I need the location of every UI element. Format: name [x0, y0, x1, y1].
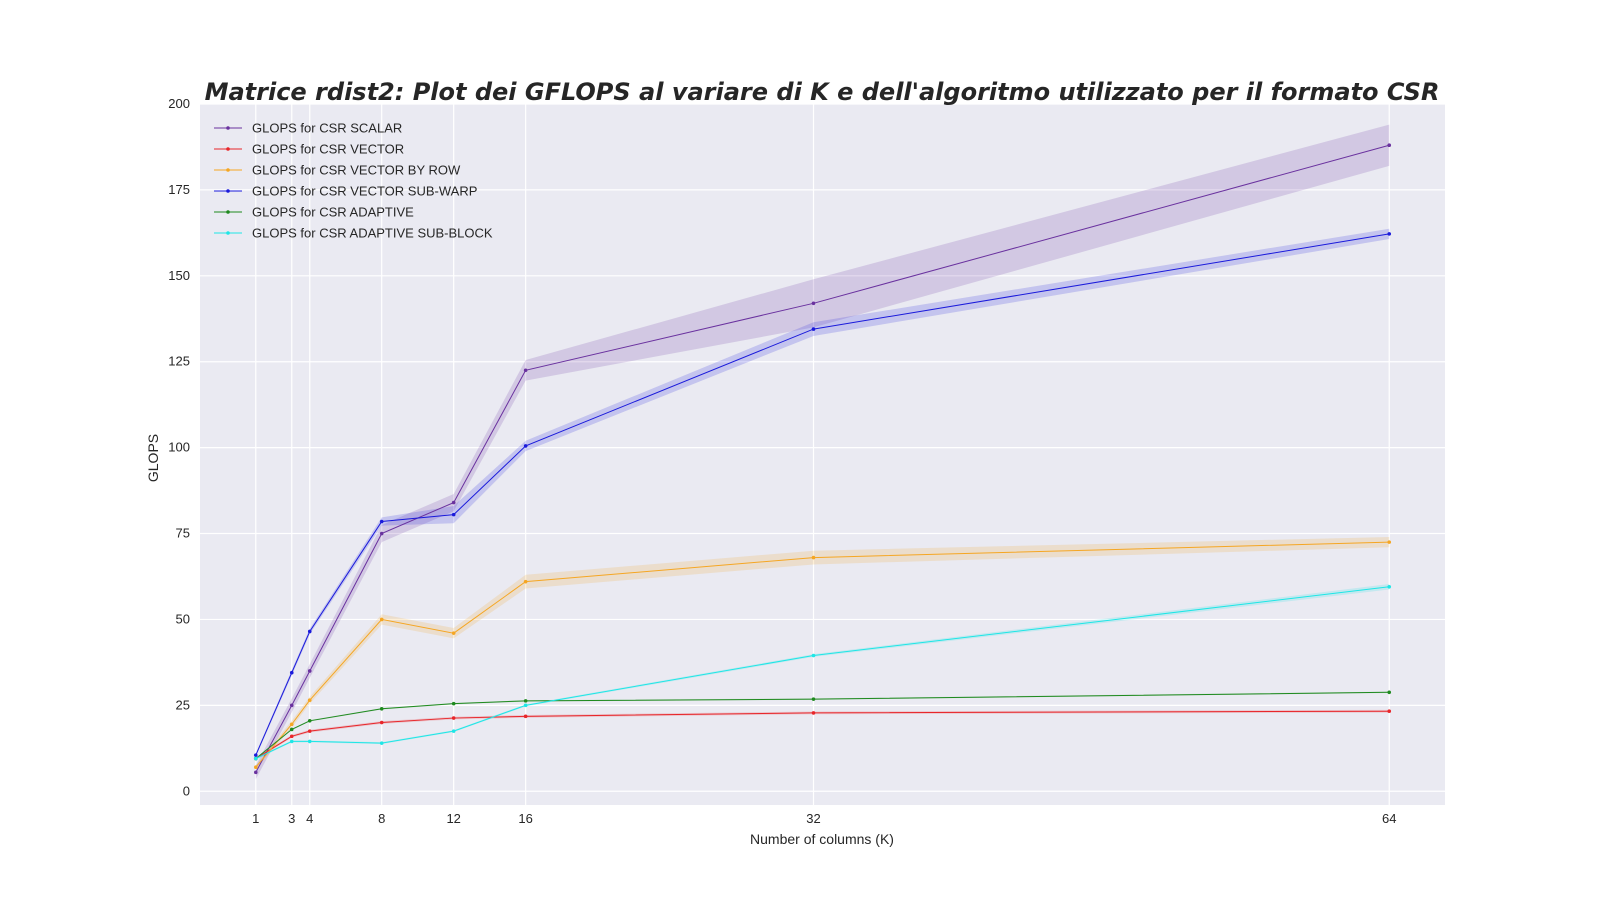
- data-point: [253, 753, 258, 757]
- data-point: [307, 729, 312, 733]
- data-point: [523, 368, 528, 373]
- data-point: [307, 669, 312, 673]
- data-point: [451, 729, 456, 733]
- data-point: [1387, 540, 1392, 544]
- data-point: [523, 699, 528, 703]
- series-band: [255, 584, 1390, 760]
- grid-lines: [200, 103, 1445, 805]
- data-point: [811, 653, 816, 658]
- data-point: [523, 444, 528, 448]
- y-tick-label: 125: [168, 354, 190, 369]
- legend-marker: [226, 189, 230, 193]
- x-tick-label: 12: [446, 811, 460, 826]
- y-tick-labels: 0 25 50 75 100 125 150 175 200: [168, 96, 190, 798]
- data-point: [289, 734, 294, 739]
- y-tick-label: 0: [183, 783, 190, 798]
- legend: GLOPS for CSR SCALAR GLOPS for CSR VECTOR…: [214, 121, 493, 241]
- data-point: [811, 711, 816, 715]
- data-point: [811, 555, 816, 560]
- legend-entry: GLOPS for CSR SCALAR: [252, 121, 402, 136]
- data-point: [379, 720, 384, 725]
- data-point: [289, 722, 294, 727]
- x-axis-label: Number of columns (K): [750, 831, 894, 847]
- series-line: [255, 691, 1390, 759]
- data-point: [1387, 690, 1392, 695]
- legend-entry: GLOPS for CSR VECTOR: [252, 142, 404, 157]
- data-point: [523, 579, 528, 584]
- data-point: [1387, 709, 1392, 713]
- legend-entry: GLOPS for CSR ADAPTIVE SUB-BLOCK: [252, 226, 493, 241]
- legend-marker: [226, 168, 230, 172]
- data-point: [811, 697, 816, 701]
- data-point: [289, 703, 294, 708]
- legend-marker: [226, 147, 230, 151]
- data-point: [451, 631, 456, 635]
- x-tick-label: 16: [518, 811, 532, 826]
- data-point: [811, 301, 816, 306]
- legend-entry: GLOPS for CSR ADAPTIVE: [252, 205, 414, 220]
- data-point: [307, 719, 312, 723]
- chart-title: Matrice rdist2: Plot dei GFLOPS al varia…: [205, 78, 1440, 106]
- confidence-bands: [255, 124, 1390, 780]
- x-tick-label: 1: [252, 811, 259, 826]
- series-line: [255, 586, 1390, 760]
- data-point: [253, 756, 258, 761]
- y-axis-label: GLOPS: [145, 434, 161, 482]
- data-point: [451, 701, 456, 706]
- data-point: [379, 519, 384, 524]
- data-point: [811, 327, 816, 331]
- data-point: [1387, 584, 1392, 589]
- data-point: [307, 698, 312, 702]
- legend-entry: GLOPS for CSR VECTOR SUB-WARP: [252, 184, 477, 199]
- data-point: [289, 739, 294, 744]
- x-tick-label: 8: [378, 811, 385, 826]
- legend-marker: [226, 126, 230, 130]
- data-point: [523, 703, 528, 708]
- x-tick-labels: 1 3 4 8 12 16 32 64: [252, 811, 1396, 826]
- x-tick-label: 64: [1382, 811, 1396, 826]
- legend-marker: [226, 231, 230, 235]
- series-line: [255, 541, 1390, 768]
- data-point: [379, 741, 384, 745]
- y-tick-label: 50: [176, 611, 190, 626]
- legend-marker: [226, 210, 230, 214]
- y-tick-label: 100: [168, 440, 190, 455]
- series-line: [255, 710, 1390, 760]
- data-point: [289, 727, 294, 732]
- data-point: [1387, 232, 1392, 236]
- x-tick-label: 32: [806, 811, 820, 826]
- series-line: [255, 233, 1390, 756]
- data-point: [1387, 143, 1392, 148]
- data-point: [379, 531, 384, 536]
- y-tick-label: 200: [168, 96, 190, 111]
- series-band: [255, 124, 1390, 780]
- data-point: [307, 629, 312, 634]
- x-tick-label: 4: [306, 811, 313, 826]
- series-points: [253, 143, 1392, 775]
- data-point: [253, 765, 258, 770]
- y-tick-label: 150: [168, 268, 190, 283]
- series-lines: [255, 144, 1390, 773]
- data-point: [253, 770, 258, 775]
- data-point: [379, 617, 384, 622]
- legend-entry: GLOPS for CSR VECTOR BY ROW: [252, 163, 461, 178]
- data-point: [451, 716, 456, 720]
- data-point: [451, 512, 456, 517]
- series-band: [255, 228, 1390, 757]
- y-tick-label: 175: [168, 182, 190, 197]
- y-tick-label: 75: [176, 526, 190, 541]
- data-point: [289, 670, 294, 675]
- data-point: [379, 706, 384, 711]
- data-point: [523, 714, 528, 719]
- plot-background: [200, 104, 1445, 805]
- x-tick-label: 3: [288, 811, 295, 826]
- y-tick-label: 25: [176, 697, 190, 712]
- data-point: [307, 739, 312, 744]
- data-point: [451, 500, 456, 505]
